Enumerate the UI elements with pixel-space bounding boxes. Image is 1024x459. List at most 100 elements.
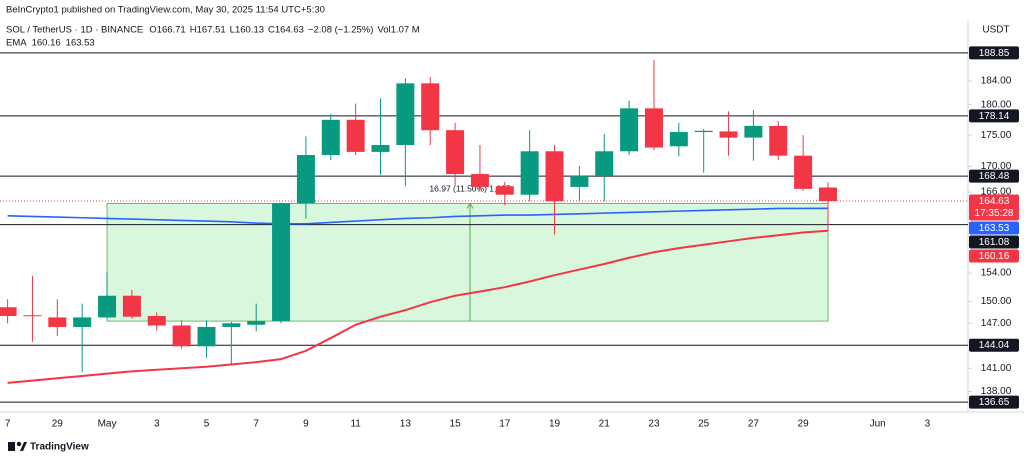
ema-label: EMA — [6, 38, 27, 49]
currency: USDT — [982, 25, 1009, 36]
candle-body — [48, 317, 67, 327]
ohlc-label: L — [230, 25, 235, 36]
candle-body — [470, 174, 489, 187]
candle-body — [222, 323, 241, 327]
x-tick-label: Jun — [870, 419, 886, 430]
x-tick-label: May — [98, 419, 117, 430]
candle-body — [595, 151, 614, 176]
countdown: 17:35:28 — [975, 208, 1014, 219]
candle-body — [446, 130, 465, 175]
candle-body — [545, 151, 564, 202]
candle-body — [0, 307, 17, 316]
price-tag-label: 168.48 — [979, 171, 1010, 182]
price-tag-label: 136.65 — [979, 397, 1010, 408]
candle-body — [122, 295, 141, 317]
price-tag-label: 144.04 — [979, 340, 1010, 351]
price-tag — [969, 395, 1019, 409]
candle-body — [520, 151, 539, 195]
x-tick-label: 7 — [5, 419, 11, 430]
candle-body — [644, 108, 663, 148]
candle-body — [346, 119, 365, 152]
candle-body — [98, 295, 117, 318]
range-box — [106, 203, 829, 322]
price-tag-label: 160.16 — [979, 251, 1010, 262]
candle-body — [818, 187, 837, 202]
candle-body — [769, 125, 788, 156]
y-tick-label: 184.00 — [981, 76, 1012, 87]
candle-body — [396, 83, 415, 146]
ohlc-label: H — [190, 25, 197, 36]
y-tick-label: 138.00 — [981, 386, 1012, 397]
price-tag — [969, 46, 1019, 60]
ohlc-value: 164.63 — [275, 25, 304, 36]
price-tag-label: 178.14 — [979, 111, 1010, 122]
x-tick-label: 25 — [698, 419, 710, 430]
x-tick-label: 9 — [303, 419, 309, 430]
ohlc-label: C — [268, 25, 275, 36]
y-tick-label: 154.00 — [981, 268, 1012, 279]
price-tag — [969, 194, 1019, 221]
price-tag — [969, 235, 1019, 249]
y-tick-label: 147.00 — [981, 318, 1012, 329]
x-tick-label: 29 — [52, 419, 64, 430]
x-tick-label: 3 — [925, 419, 931, 430]
ema-value: 160.16 — [32, 38, 61, 49]
price-tag — [969, 338, 1019, 352]
price-tag-label: 188.85 — [979, 48, 1010, 59]
ema-row: EMA 160.16 163.53 — [6, 38, 95, 49]
symbol: SOL / TetherUS · 1D · BINANCE — [6, 25, 143, 36]
price-tag — [969, 221, 1019, 235]
x-tick-label: 7 — [253, 419, 259, 430]
symbol-row: SOL / TetherUS · 1D · BINANCE O 166.71 H 167… — [6, 25, 420, 36]
ohlc-value: 166.71 — [157, 25, 186, 36]
candle-body — [744, 125, 763, 138]
x-tick-label: 15 — [450, 419, 462, 430]
price-tag-label: 163.53 — [979, 223, 1010, 234]
candle-body — [371, 145, 390, 152]
candle-body — [719, 131, 738, 138]
y-tick-label: 175.00 — [981, 130, 1012, 141]
candle-body — [296, 155, 315, 204]
candle-body — [147, 315, 166, 326]
x-tick-label: 11 — [350, 419, 361, 430]
brand-logo: TradingView — [8, 442, 89, 453]
y-tick-label: 170.00 — [981, 161, 1012, 172]
x-tick-label: 23 — [648, 419, 660, 430]
candle-body — [794, 155, 813, 189]
brand-name: TradingView — [30, 442, 89, 453]
ohlc-value: 160.13 — [235, 25, 264, 36]
candle-body — [421, 83, 440, 131]
candle-body — [321, 119, 340, 156]
volume-label: Vol — [377, 25, 390, 36]
candle-body — [669, 132, 688, 147]
x-tick-label: 29 — [798, 419, 810, 430]
ema-line — [7, 229, 829, 384]
price-tag-label: 164.63 — [979, 196, 1010, 207]
x-tick-label: 21 — [599, 419, 611, 430]
ohlc-value: 167.51 — [197, 25, 226, 36]
published-note: BeInCrypto1 published on TradingView.com… — [6, 5, 325, 16]
candle-body — [570, 175, 589, 187]
volume: 1.07 M — [391, 25, 420, 36]
candle-body — [694, 130, 713, 133]
price-tag-label: 161.08 — [979, 237, 1010, 248]
x-tick-label: 5 — [204, 419, 210, 430]
x-tick-label: 19 — [549, 419, 561, 430]
y-tick-label: 150.00 — [981, 296, 1012, 307]
price-tag — [969, 169, 1019, 183]
candle-body — [495, 186, 514, 195]
candle-body — [247, 321, 266, 325]
range-arrow-head — [466, 202, 474, 209]
candle-body — [73, 317, 92, 327]
candle-body — [172, 325, 191, 347]
change: −2.08 (−1.25%) — [308, 25, 374, 36]
x-tick-label: 17 — [499, 419, 511, 430]
x-tick-label: 27 — [748, 419, 760, 430]
y-tick-label: 166.00 — [981, 187, 1012, 198]
ema-line — [7, 207, 828, 225]
ohlc-label: O — [149, 25, 156, 36]
y-tick-label: 180.00 — [981, 99, 1012, 110]
ema-value: 163.53 — [66, 38, 95, 49]
candle-body — [23, 315, 42, 317]
